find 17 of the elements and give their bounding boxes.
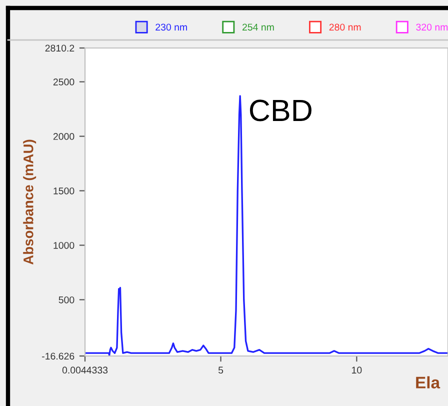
legend-label: 280 nm [329, 24, 361, 31]
legend-label: 320 nm [416, 24, 448, 31]
y-axis-title: Absorbance (mAU) [23, 140, 36, 265]
y-tick-label: 2000 [53, 133, 74, 140]
x-tick-label: 0.0044333 [62, 366, 108, 374]
x-axis-title: Ela [416, 376, 440, 388]
y-tick-label: 1500 [54, 187, 74, 194]
y-tick-label: -16.626 [42, 352, 74, 360]
y-tick-label: 2810.2 [45, 44, 74, 52]
y-tick-label: 2500 [53, 78, 74, 86]
y-tick-label: 1000 [54, 242, 74, 249]
legend-label: 230 nm [156, 24, 187, 31]
annotation: CBD [250, 100, 312, 122]
x-tick-label: 10 [352, 366, 362, 374]
legend-label: 254 nm [242, 24, 274, 31]
y-tick-label: 500 [58, 296, 74, 304]
x-tick-label: 5 [218, 366, 224, 374]
